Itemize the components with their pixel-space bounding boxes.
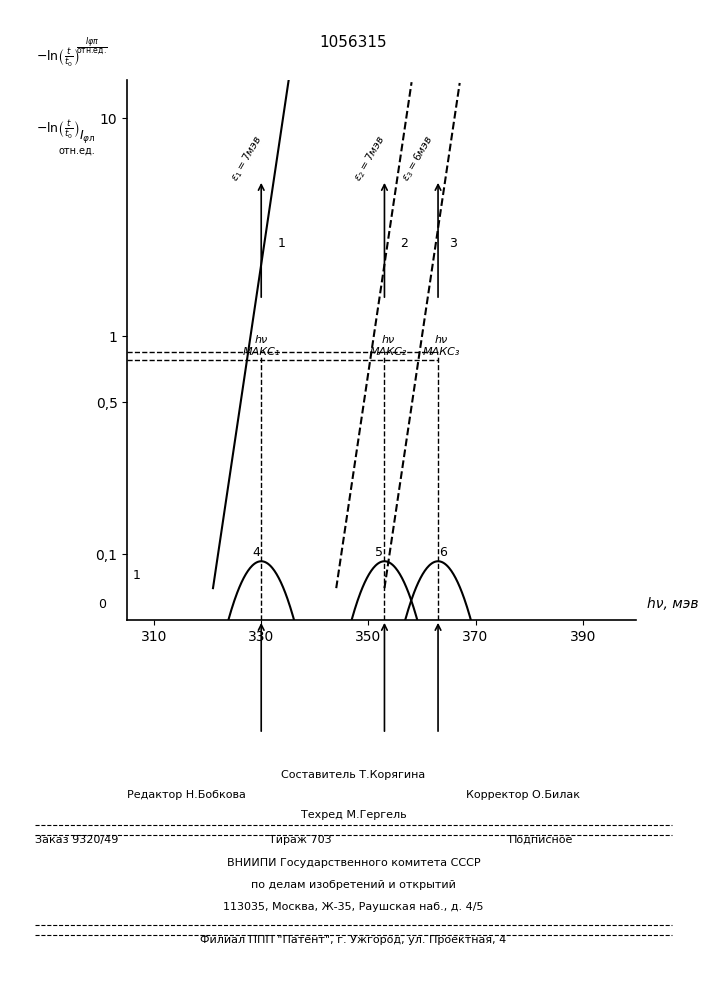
Text: 1: 1 <box>133 569 141 582</box>
Text: 2: 2 <box>401 237 409 250</box>
Text: hν
МАКС₂: hν МАКС₂ <box>369 335 407 357</box>
Text: 0: 0 <box>98 598 106 611</box>
Text: 1: 1 <box>277 237 285 250</box>
Text: Тираж 703: Тираж 703 <box>269 835 332 845</box>
Text: $\varepsilon_2=7$мэв: $\varepsilon_2=7$мэв <box>351 133 388 184</box>
Text: отн.ед.: отн.ед. <box>59 146 95 156</box>
Text: 6: 6 <box>440 546 448 559</box>
Text: Техред М.Гергель: Техред М.Гергель <box>300 810 407 820</box>
Text: $I_{\varphi\text{л}}$: $I_{\varphi\text{л}}$ <box>78 128 95 145</box>
Text: Редактор Н.Бобкова: Редактор Н.Бобкова <box>127 790 246 800</box>
Text: 113035, Москва, Ж-35, Раушская наб., д. 4/5: 113035, Москва, Ж-35, Раушская наб., д. … <box>223 902 484 912</box>
Text: Филиал ППП "Патент", г. Ужгород, ул. Проектная, 4: Филиал ППП "Патент", г. Ужгород, ул. Про… <box>200 935 507 945</box>
Text: $\varepsilon_1=7$мэв: $\varepsilon_1=7$мэв <box>228 133 265 184</box>
Text: $\frac{I\varphi\pi}{\text{отн.ед.}}$: $\frac{I\varphi\pi}{\text{отн.ед.}}$ <box>76 36 108 58</box>
Text: Заказ 9320/49: Заказ 9320/49 <box>35 835 119 845</box>
Text: по делам изобретений и открытий: по делам изобретений и открытий <box>251 880 456 890</box>
Text: 4: 4 <box>252 546 259 559</box>
Text: 1056315: 1056315 <box>320 35 387 50</box>
Text: $\varepsilon_3=6$мэв: $\varepsilon_3=6$мэв <box>399 133 437 184</box>
Text: hν, мэв: hν, мэв <box>647 597 699 611</box>
Text: ВНИИПИ Государственного комитета СССР: ВНИИПИ Государственного комитета СССР <box>227 858 480 868</box>
Text: 5: 5 <box>375 546 383 559</box>
Text: hν
МАКС₃: hν МАКС₃ <box>423 335 460 357</box>
Text: $-\ln\!\left(\frac{t}{t_0}\right)$: $-\ln\!\left(\frac{t}{t_0}\right)$ <box>35 118 79 141</box>
Text: Подписное: Подписное <box>509 835 573 845</box>
Text: 3: 3 <box>449 237 457 250</box>
Text: hν
МАКС₁: hν МАКС₁ <box>243 335 280 357</box>
Text: $-\ln\!\left(\frac{t}{t_0}\right)$: $-\ln\!\left(\frac{t}{t_0}\right)$ <box>35 47 79 69</box>
Text: Корректор О.Билак: Корректор О.Билак <box>466 790 580 800</box>
Text: Составитель Т.Корягина: Составитель Т.Корягина <box>281 770 426 780</box>
